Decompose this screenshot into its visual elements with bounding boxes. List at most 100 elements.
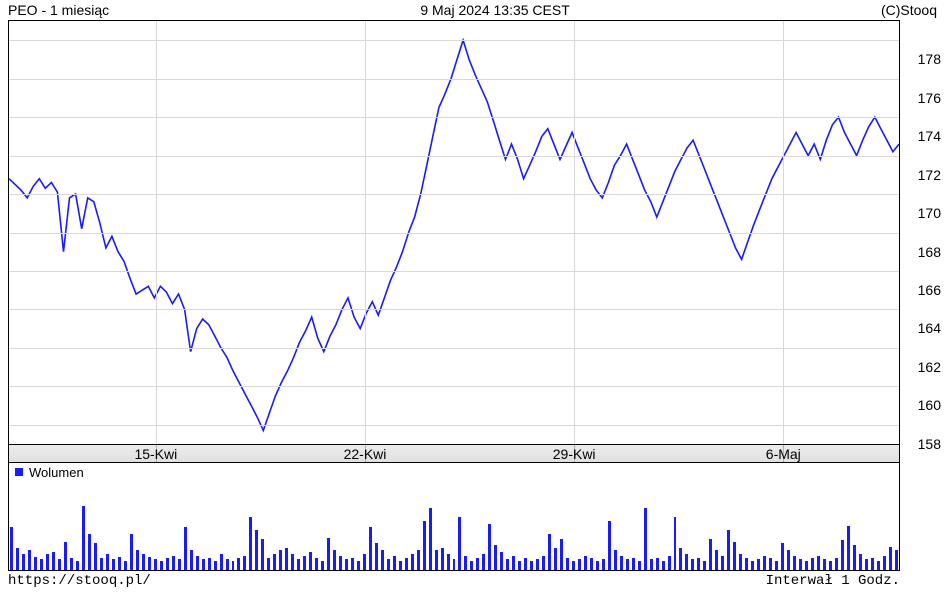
- volume-bar: [405, 558, 408, 570]
- volume-bar: [154, 559, 157, 570]
- y-axis-label: 162: [905, 359, 941, 375]
- volume-bar: [136, 550, 139, 570]
- y-axis-label: 172: [905, 167, 941, 183]
- volume-bar: [297, 559, 300, 570]
- volume-bar: [112, 559, 115, 570]
- volume-bar: [530, 561, 533, 570]
- volume-bar: [799, 559, 802, 570]
- volume-bar: [285, 548, 288, 570]
- volume-bar: [303, 556, 306, 570]
- ticker-title: PEO - 1 miesiąc: [8, 2, 109, 18]
- volume-bar: [691, 559, 694, 570]
- volume-bar: [877, 561, 880, 570]
- volume-bar: [315, 558, 318, 570]
- volume-bar: [28, 550, 31, 570]
- volume-bar: [775, 561, 778, 570]
- volume-bar: [602, 559, 605, 570]
- volume-bar: [674, 517, 677, 570]
- x-axis-label: 6-Maj: [766, 446, 801, 462]
- volume-bar: [351, 558, 354, 570]
- volume-bar: [40, 559, 43, 570]
- volume-bar: [614, 550, 617, 570]
- volume-bar: [10, 527, 13, 570]
- volume-bar: [166, 558, 169, 570]
- volume-bar: [656, 558, 659, 570]
- volume-bar: [853, 545, 856, 570]
- volume-bar: [232, 561, 235, 570]
- volume-bar: [895, 550, 898, 570]
- y-axis-label: 174: [905, 128, 941, 144]
- volume-bar: [70, 558, 73, 570]
- volume-bar: [279, 550, 282, 570]
- volume-bar: [470, 561, 473, 570]
- volume-marker-icon: [15, 468, 23, 476]
- volume-bar: [369, 527, 372, 570]
- volume-bar: [566, 558, 569, 570]
- volume-bar: [865, 559, 868, 570]
- volume-bar: [697, 558, 700, 570]
- volume-bar: [417, 550, 420, 570]
- volume-bar: [709, 539, 712, 570]
- volume-bar: [124, 561, 127, 570]
- volume-bar: [548, 534, 551, 570]
- volume-bar: [387, 559, 390, 570]
- volume-bar: [237, 558, 240, 570]
- volume-bar: [524, 558, 527, 570]
- volume-bar: [243, 556, 246, 570]
- volume-bar: [817, 556, 820, 570]
- timestamp: 9 Maj 2024 13:35 CEST: [420, 2, 569, 18]
- volume-bar: [644, 508, 647, 570]
- volume-bar: [273, 554, 276, 570]
- source-url: https://stooq.pl/: [8, 573, 151, 589]
- volume-label: Wolumen: [29, 465, 84, 480]
- volume-bar: [148, 557, 151, 570]
- volume-bar: [620, 556, 623, 570]
- interval-label: Interwał 1 Godz.: [766, 573, 900, 589]
- volume-bar: [423, 521, 426, 570]
- volume-bar: [650, 559, 653, 570]
- volume-bar: [184, 527, 187, 570]
- volume-bar: [208, 558, 211, 570]
- volume-bar: [249, 517, 252, 570]
- volume-bar: [82, 506, 85, 570]
- volume-bar: [16, 548, 19, 570]
- y-axis-label: 176: [905, 90, 941, 106]
- volume-bar: [703, 561, 706, 570]
- volume-bar: [22, 554, 25, 570]
- volume-bar: [572, 561, 575, 570]
- volume-bar: [488, 524, 491, 570]
- volume-bar: [64, 542, 67, 570]
- volume-bar: [363, 554, 366, 570]
- volume-bar: [590, 558, 593, 570]
- volume-bar: [160, 561, 163, 570]
- volume-bar: [34, 557, 37, 570]
- y-axis-label: 160: [905, 397, 941, 413]
- volume-bar: [142, 554, 145, 570]
- volume-bar: [453, 559, 456, 570]
- volume-bar: [178, 559, 181, 570]
- x-axis-label: 29-Kwi: [553, 446, 596, 462]
- volume-bar: [662, 561, 665, 570]
- volume-bar: [196, 556, 199, 570]
- volume-bar: [94, 543, 97, 570]
- volume-bar: [500, 552, 503, 570]
- volume-bar: [458, 517, 461, 570]
- volume-bar: [811, 558, 814, 570]
- y-axis-label: 178: [905, 51, 941, 67]
- price-chart: [8, 20, 900, 445]
- volume-bar: [309, 552, 312, 570]
- volume-bar: [482, 554, 485, 570]
- volume-bar: [685, 554, 688, 570]
- volume-bar: [787, 550, 790, 570]
- x-axis-label: 22-Kwi: [344, 446, 387, 462]
- volume-bar: [512, 556, 515, 570]
- volume-bar: [411, 554, 414, 570]
- chart-header: PEO - 1 miesiąc 9 Maj 2024 13:35 CEST (C…: [0, 0, 945, 20]
- volume-legend: Wolumen: [8, 463, 900, 481]
- volume-bar: [255, 530, 258, 570]
- copyright: (C)Stooq: [881, 2, 937, 18]
- x-axis-label: 15-Kwi: [134, 446, 177, 462]
- volume-bar: [883, 556, 886, 570]
- volume-bar: [58, 559, 61, 570]
- volume-bar: [829, 561, 832, 570]
